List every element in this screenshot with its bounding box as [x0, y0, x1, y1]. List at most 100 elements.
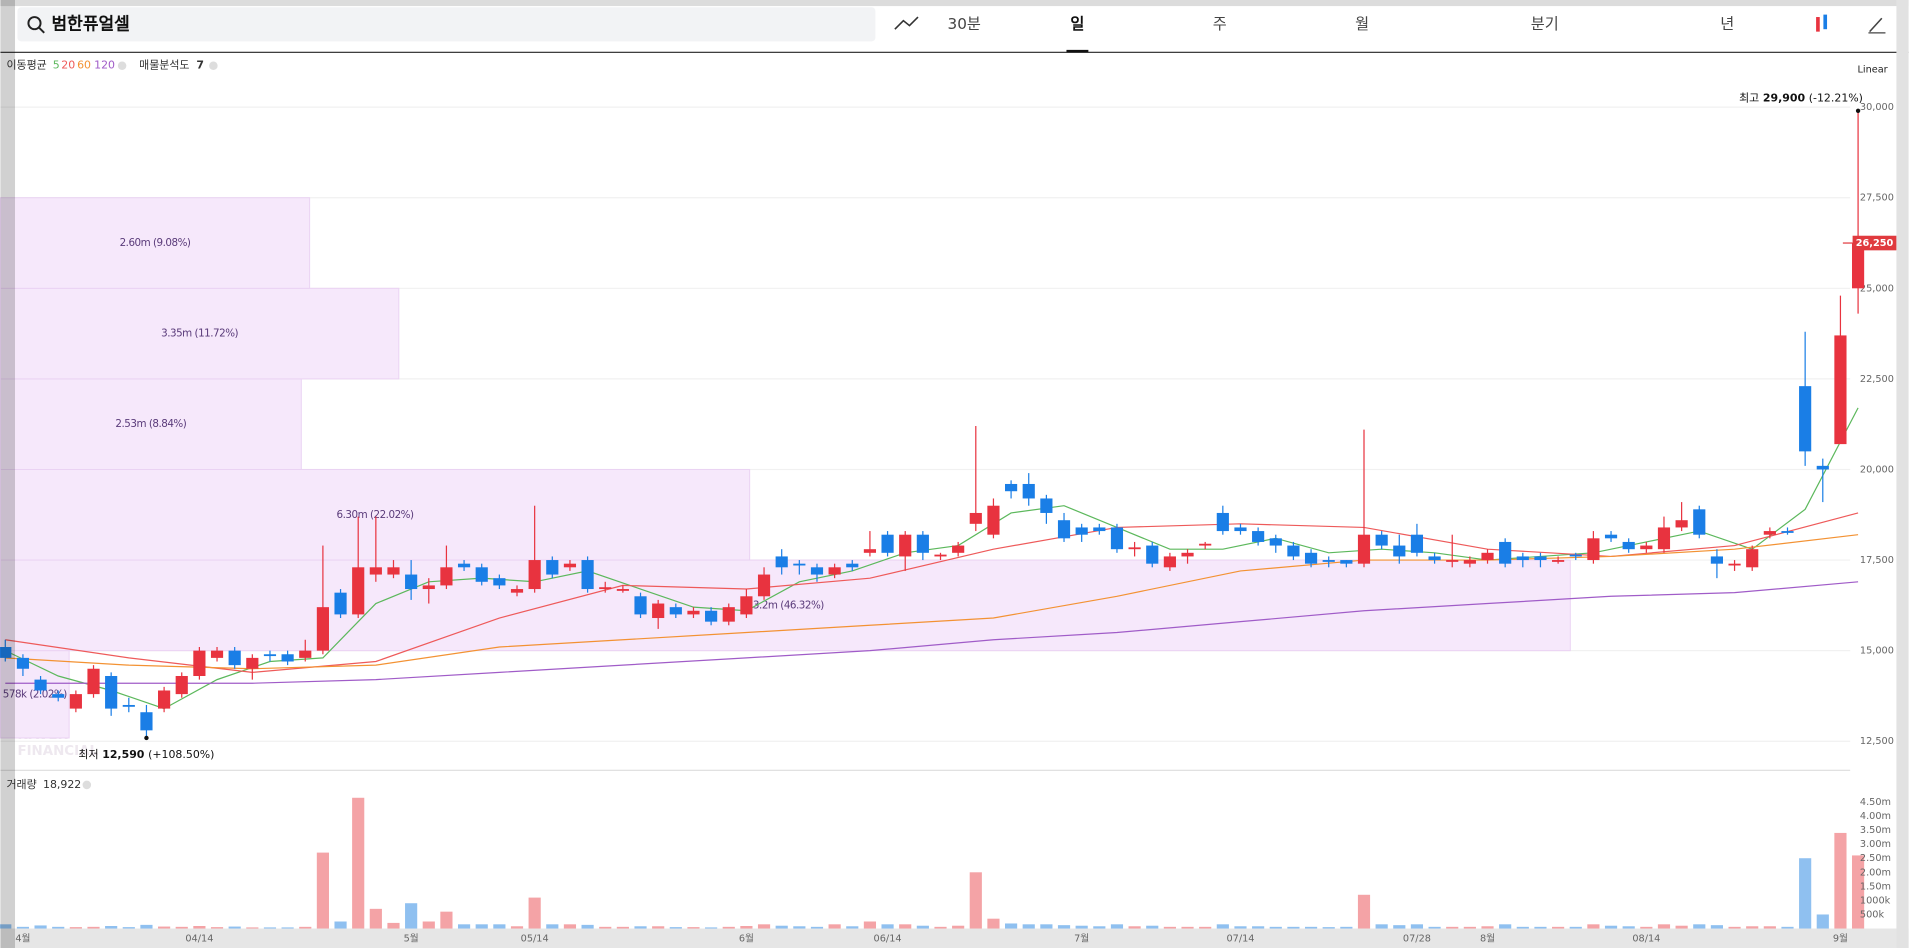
volume-bar [1128, 926, 1141, 929]
volume-bar [228, 926, 241, 929]
candle-body [722, 607, 735, 622]
candle-body [863, 549, 877, 553]
y-tick-label: 27,500 [1860, 193, 1894, 204]
candle-body [1569, 554, 1582, 557]
volume-bar [193, 925, 206, 929]
candle-body [1587, 538, 1600, 561]
tab[interactable]: 주 [1213, 15, 1227, 33]
candle-body [1304, 552, 1318, 564]
tab[interactable]: 월 [1355, 15, 1369, 33]
y-tick-label: 25,000 [1860, 283, 1894, 294]
ma-label: 이동평균 [7, 59, 47, 72]
candle-body [599, 587, 612, 590]
candle-body [1093, 527, 1106, 532]
x-tick-label: 08/14 [1632, 933, 1660, 944]
candle-body [0, 647, 12, 658]
volume-bar [1252, 926, 1265, 929]
volume-tick-label: 1.50m [1860, 881, 1891, 892]
volume-bar [1181, 926, 1194, 929]
candle-body [1622, 541, 1635, 550]
chart-type-icon[interactable] [1823, 14, 1828, 30]
x-tick-label: 07/14 [1226, 933, 1254, 944]
candle-body [352, 567, 365, 615]
volume-bar [0, 924, 12, 929]
ma-legend: 60 [77, 59, 91, 72]
volume-bar [1693, 924, 1706, 929]
volume-tick-label: 4.50m [1860, 797, 1891, 808]
candle-body [740, 596, 753, 615]
candle-body [387, 567, 400, 575]
volume-bar [1040, 924, 1053, 929]
close-icon[interactable] [82, 780, 92, 790]
y-tick-label: 15,000 [1860, 646, 1894, 657]
volume-bar [881, 924, 894, 929]
volume-bar [1640, 926, 1653, 929]
candle-body [1357, 534, 1371, 564]
volume-bar [210, 927, 224, 929]
candle-body [1710, 556, 1724, 564]
ma-line [5, 534, 1859, 670]
candle-body [1146, 545, 1159, 564]
candle-body [405, 574, 418, 590]
tab[interactable]: 분기 [1531, 15, 1559, 33]
y-tick-label: 17,500 [1860, 555, 1894, 566]
volume-bar [158, 926, 171, 929]
candle-body [246, 657, 259, 669]
current-price-label: 26,250 [1856, 238, 1894, 249]
extreme-prefix: 최저 [78, 748, 98, 761]
volume-bar [1763, 926, 1776, 929]
volume-bar [1622, 926, 1635, 929]
volume-bar [705, 927, 718, 929]
candle-body [846, 563, 859, 568]
volume-bar [1657, 924, 1671, 929]
candle-body [1393, 545, 1406, 557]
scale-label[interactable]: Linear [1857, 64, 1887, 75]
volume-last: 18,922 [43, 778, 81, 791]
search-box[interactable] [17, 7, 876, 42]
volume-bar [316, 852, 329, 929]
volume-bar [263, 927, 277, 929]
close-icon[interactable] [117, 61, 127, 70]
volume-bar [969, 872, 982, 929]
pencil-icon[interactable] [1869, 17, 1883, 33]
candle-body [881, 534, 894, 553]
close-icon[interactable] [209, 61, 218, 70]
candle-body [581, 560, 594, 590]
search-text[interactable]: 범한퓨얼셀 [52, 14, 130, 34]
volume-bar [1463, 926, 1476, 929]
ma-legend: 5 [53, 59, 60, 72]
profile-label: 2.60m (9.08%) [120, 237, 191, 249]
volume-bar [1675, 925, 1688, 929]
volume-bar [1816, 914, 1829, 929]
volume-bar [1110, 924, 1124, 929]
tab[interactable]: 30분 [948, 15, 981, 33]
current-price-tag [1852, 235, 1897, 251]
candle-body [969, 512, 982, 524]
volume-bar [1481, 926, 1494, 929]
volume-bar [634, 926, 647, 929]
volume-bar [493, 924, 506, 929]
candle-body [1022, 483, 1035, 499]
volume-tick-label: 500k [1860, 909, 1885, 920]
candle-body [705, 610, 718, 622]
profile-label: 6.30m (22.02%) [337, 509, 414, 521]
tab[interactable]: 년 [1720, 15, 1734, 33]
volume-bar [599, 926, 612, 929]
chart-type-icon[interactable] [1816, 17, 1820, 32]
candle-body [828, 567, 841, 575]
volume-bar [863, 921, 877, 929]
candle-body [140, 712, 153, 731]
tab[interactable]: 일 [1070, 15, 1084, 33]
candle-body [1287, 545, 1300, 557]
candle-body [1075, 527, 1088, 535]
candle-body [810, 567, 824, 575]
candle-body [652, 603, 665, 619]
volume-bar [846, 926, 859, 929]
volume-tick-label: 2.50m [1860, 853, 1891, 864]
volume-bar [775, 925, 788, 929]
candle-body [1746, 549, 1759, 568]
volume-bar [122, 927, 135, 929]
volume-bar [546, 924, 559, 929]
candle-body [616, 589, 629, 591]
draw-tool-icon[interactable] [894, 16, 919, 30]
